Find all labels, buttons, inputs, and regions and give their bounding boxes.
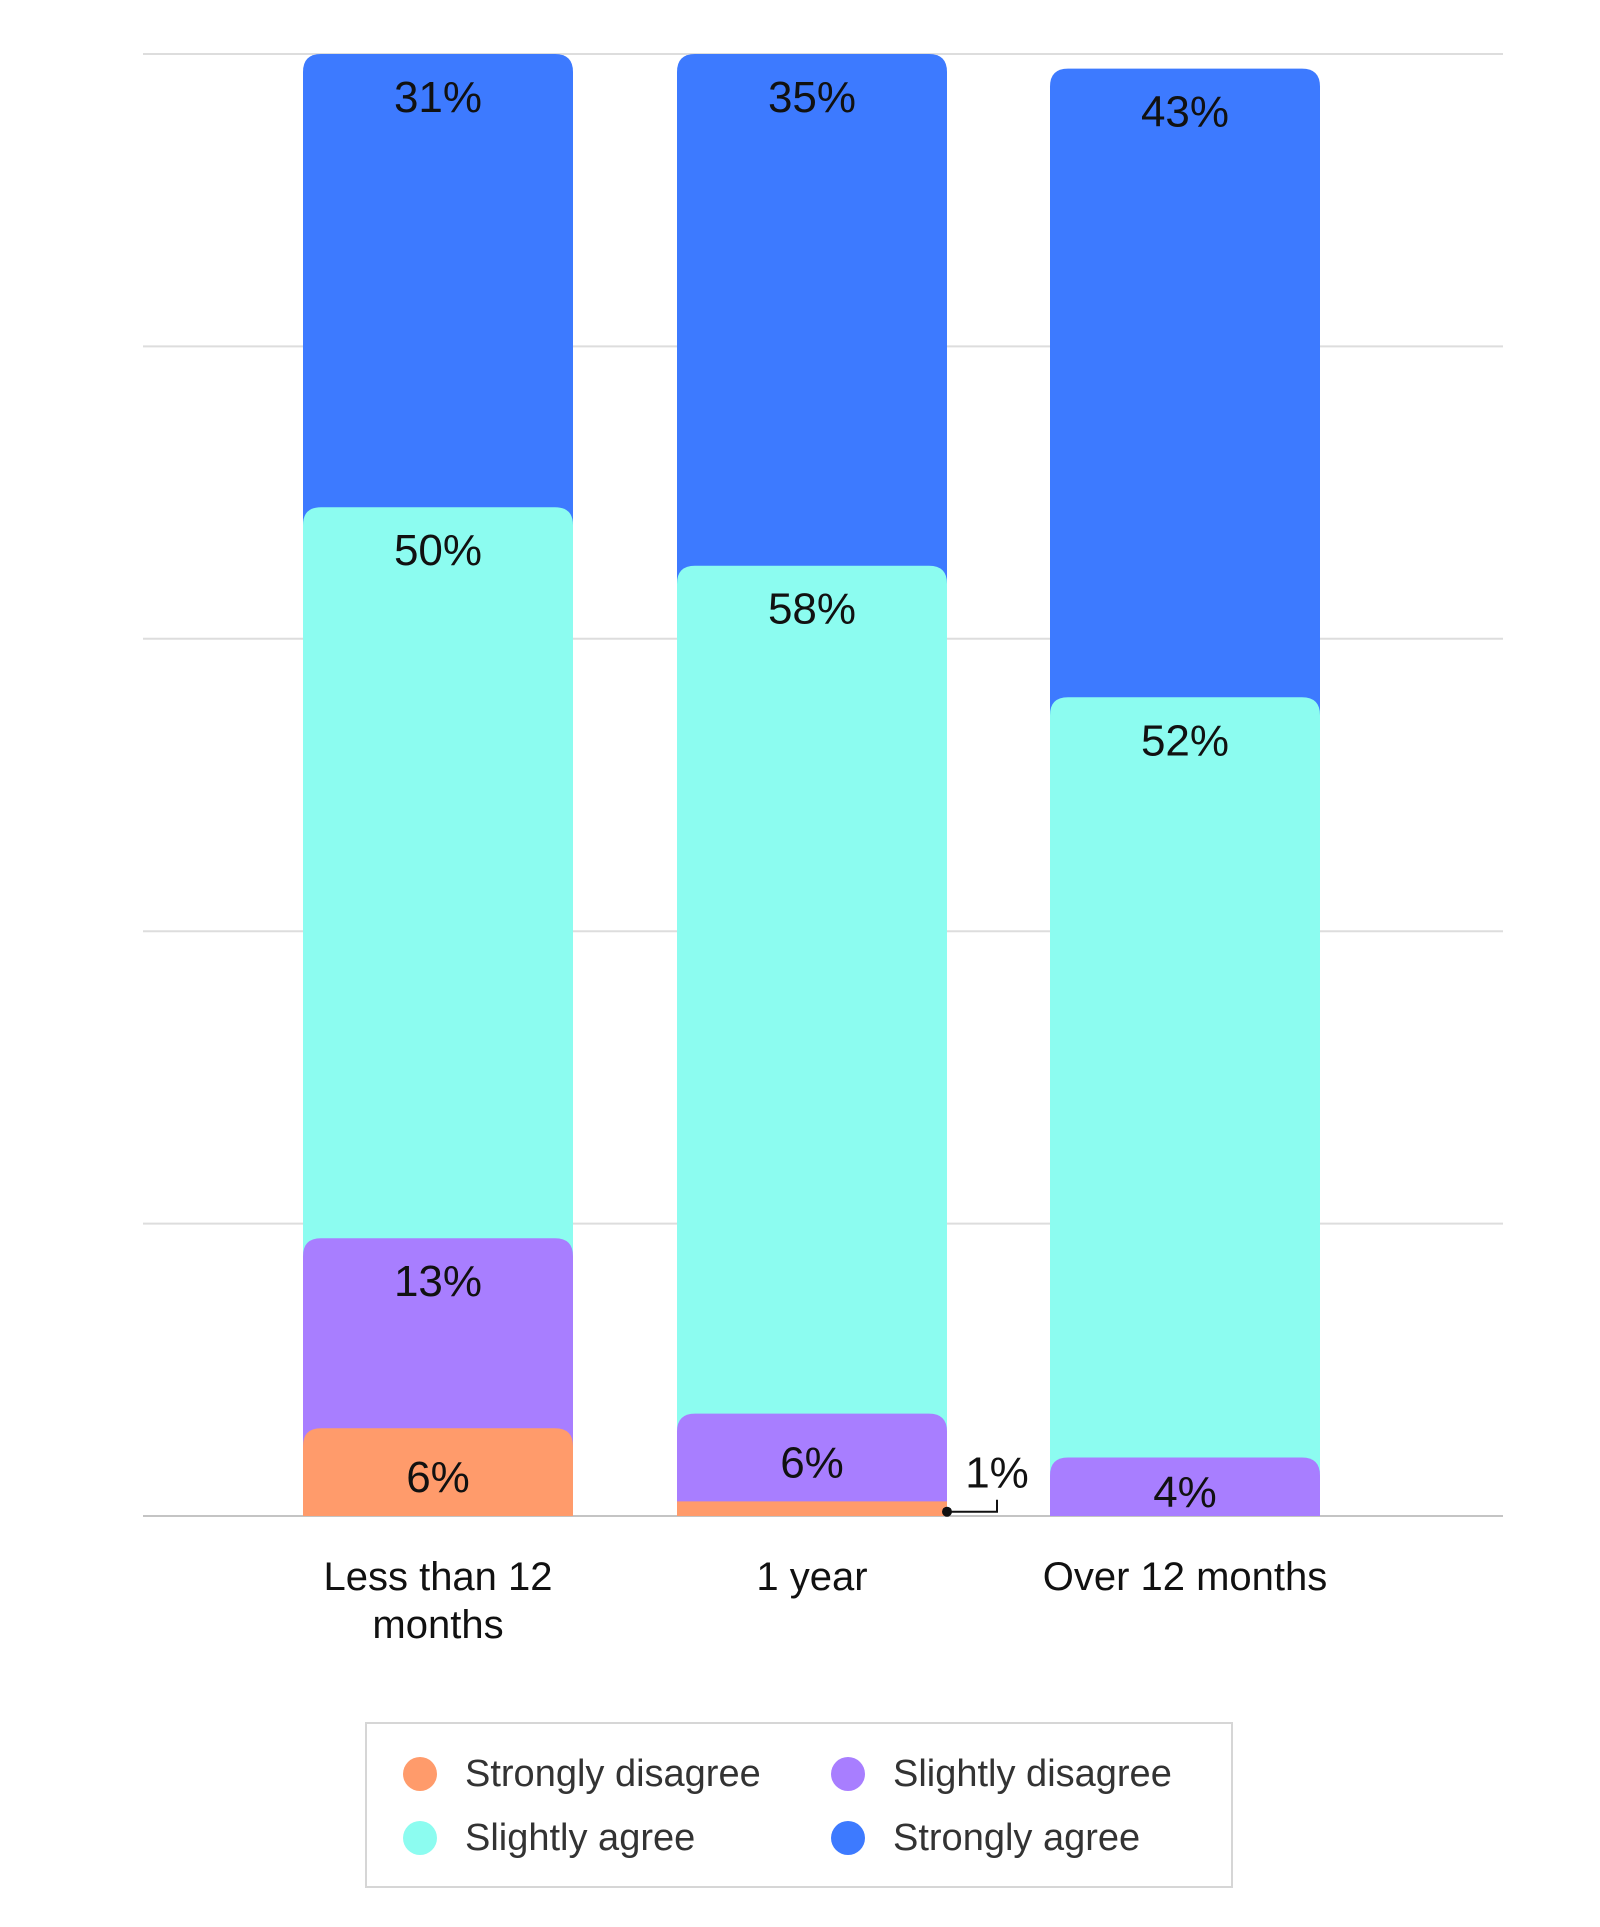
legend-item-strongly-agree: Strongly agree bbox=[831, 1806, 1231, 1870]
data-label-slightly-disagree-over-12-months: 4% bbox=[1153, 1468, 1217, 1517]
bar-segment-slightly-disagree-1-year bbox=[677, 1413, 947, 1516]
data-label-strongly-disagree-1-year: 1% bbox=[965, 1449, 1029, 1498]
data-label-slightly-disagree-1-year: 6% bbox=[780, 1439, 844, 1488]
x-tick-label-1-year: 1 year bbox=[756, 1555, 867, 1599]
data-label-slightly-agree-over-12-months: 52% bbox=[1141, 716, 1229, 765]
legend-item-slightly-disagree: Slightly disagree bbox=[831, 1742, 1231, 1806]
data-label-slightly-agree-less-than-12-months: 50% bbox=[394, 526, 482, 575]
data-label-slightly-agree-1-year: 58% bbox=[768, 585, 856, 634]
data-label-strongly-agree-over-12-months: 43% bbox=[1141, 88, 1229, 137]
data-label-strongly-agree-less-than-12-months: 31% bbox=[394, 73, 482, 122]
legend-swatch-strongly-disagree bbox=[403, 1757, 437, 1791]
legend: Strongly disagree Slightly disagree Slig… bbox=[365, 1722, 1233, 1888]
stacked-bar-chart: 6% 13% 50% 31% 6% 58% 35% 4% 52% 43% 1% Less than 1… bbox=[143, 53, 1503, 1647]
x-tick-label-less-than-12-months: Less than 12 months bbox=[323, 1555, 552, 1647]
legend-label-slightly-agree: Slightly agree bbox=[465, 1816, 696, 1859]
legend-label-slightly-disagree: Slightly disagree bbox=[893, 1752, 1172, 1795]
x-tick-label-over-12-months: Over 12 months bbox=[1043, 1555, 1328, 1599]
bar-segment-slightly-agree-over-12-months bbox=[1050, 697, 1320, 1516]
data-label-strongly-agree-1-year: 35% bbox=[768, 73, 856, 122]
legend-label-strongly-disagree: Strongly disagree bbox=[465, 1752, 761, 1795]
legend-label-strongly-agree: Strongly agree bbox=[893, 1816, 1141, 1859]
bar-segment-strongly-disagree-less-than-12-months bbox=[303, 1428, 573, 1516]
bar-segment-strongly-disagree-1-year bbox=[677, 1501, 947, 1516]
legend-swatch-slightly-disagree bbox=[831, 1757, 865, 1791]
data-label-strongly-disagree-less-than-12-months: 6% bbox=[406, 1453, 470, 1502]
legend-swatch-slightly-agree bbox=[403, 1821, 437, 1855]
legend-item-strongly-disagree: Strongly disagree bbox=[403, 1742, 831, 1806]
bar-segment-slightly-disagree-over-12-months bbox=[1050, 1457, 1320, 1516]
data-label-slightly-disagree-less-than-12-months: 13% bbox=[394, 1257, 482, 1306]
bar-segment-slightly-agree-1-year bbox=[677, 565, 947, 1516]
callout-line bbox=[947, 1499, 998, 1513]
legend-swatch-strongly-agree bbox=[831, 1821, 865, 1855]
legend-item-slightly-agree: Slightly agree bbox=[403, 1806, 831, 1870]
